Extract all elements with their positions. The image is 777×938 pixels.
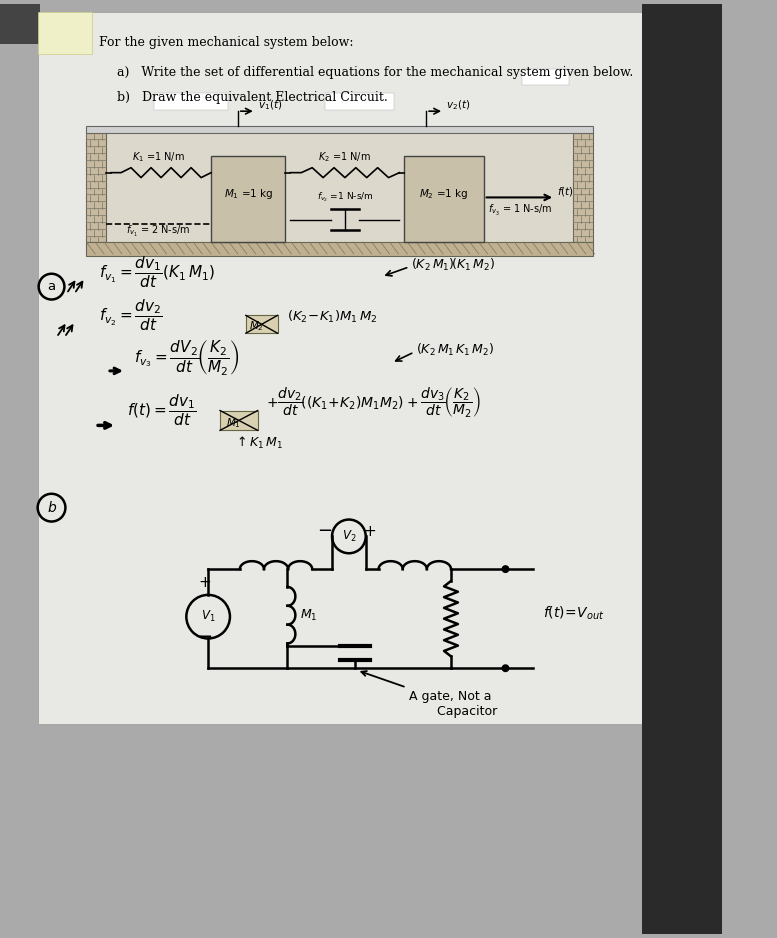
Bar [404, 156, 483, 242]
Circle shape [501, 565, 510, 573]
Text: For the given mechanical system below:: For the given mechanical system below: [99, 36, 354, 49]
Text: $f_{v_3}$ = 1 N-s/m: $f_{v_3}$ = 1 N-s/m [488, 203, 552, 218]
Circle shape [501, 664, 510, 673]
Text: +: + [199, 575, 211, 590]
Text: $M_1$: $M_1$ [301, 608, 318, 623]
Text: $f_{v_3} = \dfrac{dV_2}{dt}\!\left(\dfrac{K_2}{M_2}\right)$: $f_{v_3} = \dfrac{dV_2}{dt}\!\left(\dfra… [134, 338, 239, 377]
Text: $f_{v_1} = \dfrac{dv_1}{dt}\left(K_1\,M_1\right)$: $f_{v_1} = \dfrac{dv_1}{dt}\left(K_1\,M_… [99, 254, 215, 290]
Text: −: − [197, 628, 213, 646]
Bar [154, 94, 228, 110]
Text: $f_{v_1}$ = 2 N-s/m: $f_{v_1}$ = 2 N-s/m [127, 224, 191, 239]
Text: −: − [318, 522, 333, 540]
Text: $f(t) = \dfrac{dv_1}{dt}$: $f(t) = \dfrac{dv_1}{dt}$ [127, 393, 197, 429]
Text: $K_2$ =1 N/m: $K_2$ =1 N/m [319, 150, 371, 163]
Bar [643, 4, 722, 934]
Text: a)   Write the set of differential equations for the mechanical system given bel: a) Write the set of differential equatio… [117, 66, 633, 79]
Bar [211, 156, 285, 242]
Text: $\uparrow K_1\,M_1$: $\uparrow K_1\,M_1$ [234, 435, 283, 451]
Text: $V_1$: $V_1$ [201, 609, 215, 624]
Text: $v_2(t)$: $v_2(t)$ [446, 98, 470, 112]
Text: $+\dfrac{dv_2}{dt}\!\left(\left(K_1\!+\!K_2\right)M_1 M_2\right)+\dfrac{dv_3}{dt: $+\dfrac{dv_2}{dt}\!\left(\left(K_1\!+\!… [266, 386, 480, 419]
Text: $f(t)$: $f(t)$ [557, 185, 574, 198]
Bar [573, 133, 593, 242]
Text: $\left(K_2\,M_1\,K_1\,M_2\right)$: $\left(K_2\,M_1\,K_1\,M_2\right)$ [416, 342, 495, 358]
Bar [325, 94, 395, 110]
Text: $V_2$: $V_2$ [342, 529, 356, 544]
Text: $f(t)\!=\!V_{out}$: $f(t)\!=\!V_{out}$ [543, 605, 605, 623]
Bar [246, 315, 277, 333]
Text: +: + [364, 524, 376, 539]
Text: $M_2$: $M_2$ [249, 319, 263, 333]
Text: $f_{v_2} = \dfrac{dv_2}{dt}$: $f_{v_2} = \dfrac{dv_2}{dt}$ [99, 297, 163, 333]
Bar [522, 68, 569, 85]
Text: $v_1(t)$: $v_1(t)$ [258, 98, 282, 112]
Bar [86, 126, 593, 133]
Text: $M_1$ =1 kg: $M_1$ =1 kg [224, 187, 273, 201]
Text: $f_{v_2}$ =1 N-s/m: $f_{v_2}$ =1 N-s/m [316, 190, 373, 204]
Text: b: b [47, 501, 56, 515]
Text: $\left(K_2\,M_1\right)\!\left(K_1\,M_2\right)$: $\left(K_2\,M_1\right)\!\left(K_1\,M_2\r… [411, 257, 496, 273]
Bar [37, 12, 92, 53]
Bar [86, 133, 106, 242]
Bar [0, 4, 40, 44]
Text: $K_1$ =1 N/m: $K_1$ =1 N/m [132, 150, 185, 163]
Text: b)   Draw the equivalent Electrical Circuit.: b) Draw the equivalent Electrical Circui… [117, 91, 388, 104]
Text: a: a [47, 280, 56, 294]
Text: A gate, Not a
       Capacitor: A gate, Not a Capacitor [361, 671, 497, 718]
Bar [86, 242, 593, 256]
Bar [106, 133, 573, 242]
Text: $M_2$ =1 kg: $M_2$ =1 kg [420, 187, 469, 201]
Bar [220, 411, 258, 431]
Text: $\left(K_2\!-\!K_1\right)M_1\,M_2$: $\left(K_2\!-\!K_1\right)M_1\,M_2$ [287, 310, 378, 325]
Text: $M_1$: $M_1$ [226, 416, 241, 431]
Bar [37, 12, 660, 724]
